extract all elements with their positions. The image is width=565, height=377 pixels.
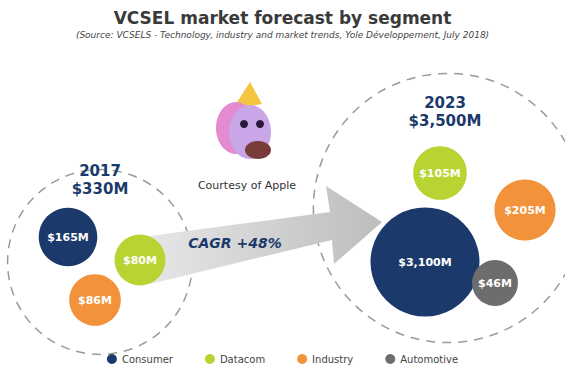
svg-text:Automotive: Automotive (400, 354, 458, 365)
svg-text:$80M: $80M (123, 254, 157, 267)
svg-text:$205M: $205M (504, 204, 546, 217)
svg-text:2023: 2023 (424, 94, 466, 112)
svg-text:CAGR +48%: CAGR +48% (188, 235, 282, 251)
svg-text:2017: 2017 (79, 162, 121, 180)
svg-text:VCSEL market forecast by segme: VCSEL market forecast by segment (114, 8, 452, 28)
svg-text:Courtesy of Apple: Courtesy of Apple (198, 179, 296, 192)
svg-text:Consumer: Consumer (122, 354, 174, 365)
svg-text:$3,100M: $3,100M (398, 256, 451, 269)
svg-text:$105M: $105M (419, 167, 461, 180)
svg-text:$165M: $165M (47, 231, 89, 244)
svg-text:Datacom: Datacom (220, 354, 265, 365)
svg-text:$330M: $330M (72, 180, 129, 198)
svg-text:$3,500M: $3,500M (409, 112, 482, 130)
svg-text:$86M: $86M (78, 294, 112, 307)
svg-text:$46M: $46M (478, 277, 512, 290)
svg-text:Industry: Industry (312, 354, 353, 365)
svg-text:(Source: VCSELS - Technology,: (Source: VCSELS - Technology, industry a… (76, 30, 489, 40)
